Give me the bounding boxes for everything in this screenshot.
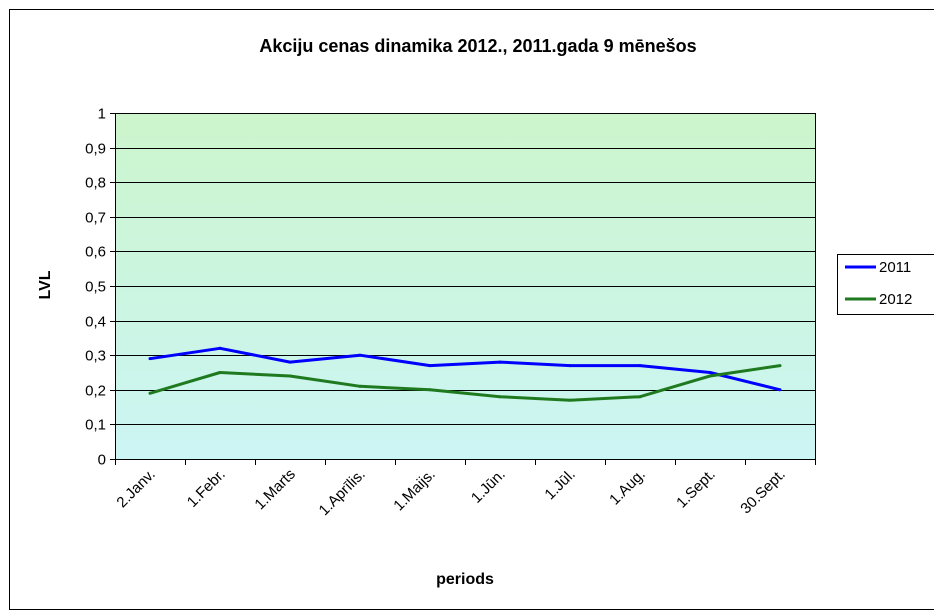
data-point-2011 [428,364,432,368]
data-point-2012 [218,371,222,374]
y-tick-label: 0,6 [85,244,106,261]
data-point-2012 [708,374,712,378]
series-lines [148,346,782,402]
data-point-2011 [288,360,292,364]
data-point-2011 [358,353,362,357]
y-tick-label: 0,2 [85,383,106,400]
data-point-2012 [638,395,642,399]
gridlines [115,113,815,425]
y-tick-labels: 0 0,1 0,2 0,3 0,4 0,5 0,6 0,7 0,8 0,9 1 [85,106,106,469]
data-point-2012 [498,395,502,399]
y-tick-label: 0,8 [85,175,106,192]
y-tick-label: 0,1 [85,417,106,434]
y-tick-label: 0 [98,452,106,469]
data-point-2012 [428,388,432,392]
chart-title: Akciju cenas dinamika 2012., 2011.gada 9… [259,36,696,56]
y-tick-label: 0,5 [85,279,106,296]
y-axis-label: LVL [37,270,54,299]
data-point-2012 [358,384,362,388]
y-tick-label: 1 [98,106,106,123]
legend: 2011 2012 [837,254,934,315]
y-tick-label: 0,3 [85,348,106,365]
legend-label-2012: 2012 [879,291,912,308]
data-point-2011 [148,357,152,361]
data-point-2011 [498,360,502,364]
data-point-2011 [218,346,222,350]
legend-label-2011: 2011 [879,259,911,276]
legend-box [837,254,934,315]
series-line-2011 [149,346,781,392]
y-tick-label: 0,7 [85,210,106,227]
data-point-2012 [148,391,152,395]
data-point-2012 [778,364,782,368]
x-axis-label: periods [436,571,494,588]
y-tick-label: 0,4 [85,314,106,331]
data-point-2012 [288,374,292,378]
axes [110,113,816,465]
y-tick-label: 0,9 [85,141,106,158]
data-point-2011 [708,371,712,374]
data-point-2011 [638,364,642,368]
data-point-2011 [778,388,782,392]
data-point-2011 [568,364,572,368]
data-point-2012 [568,398,572,402]
series-line-2012 [149,364,781,402]
